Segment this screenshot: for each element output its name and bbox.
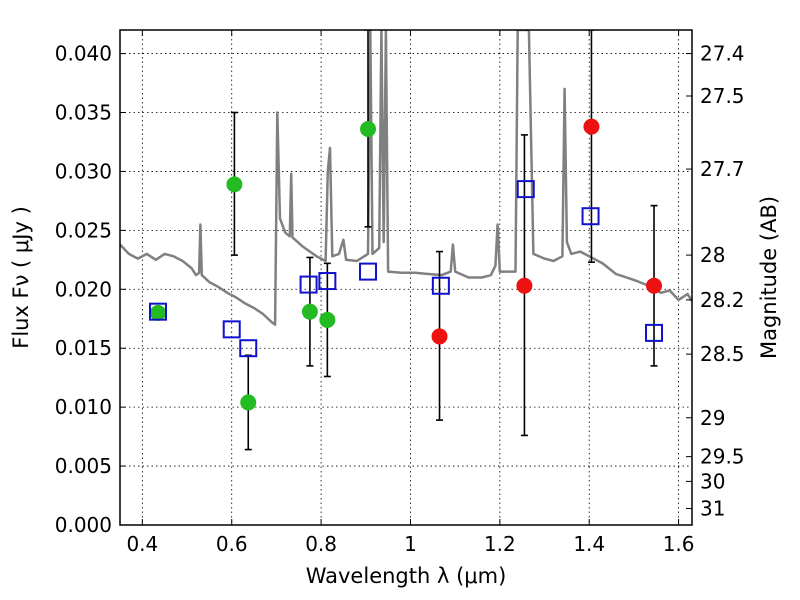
y-tick-label: 0.010: [55, 395, 112, 419]
data-markers: [148, 118, 664, 411]
spectrum-line-group: [120, 30, 692, 326]
y-tick-label: 0.035: [55, 101, 112, 125]
right-tick-label: 30: [700, 469, 725, 493]
y-tick-label: 0.030: [55, 159, 112, 183]
x-tick-label: 0.4: [126, 532, 158, 556]
x-tick-label: 1.6: [663, 532, 695, 556]
right-tick-label: 28.5: [700, 342, 745, 366]
right-axis-ticks: 27.4 27.5 27.7 28 28.2 28.5 29 29.530 31: [686, 42, 745, 521]
y-axis-title: Flux Fν ( μJy ): [9, 206, 33, 349]
model-point: [581, 207, 600, 226]
y-tick-label: 0.000: [55, 513, 112, 537]
model-point: [359, 262, 378, 281]
right-tick-label: 29: [700, 406, 725, 430]
data-point: [301, 303, 318, 320]
right-tick-label: 27.5: [700, 84, 745, 108]
model-point: [431, 276, 450, 295]
right-tick-label: 27.4: [700, 42, 745, 66]
x-tick-label: 1: [404, 532, 417, 556]
data-point: [226, 176, 243, 193]
y-tick-label: 0.005: [55, 454, 112, 478]
data-point: [240, 394, 257, 411]
y-tick-label: 0.015: [55, 336, 112, 360]
model-point: [148, 302, 167, 321]
model-point: [299, 275, 318, 294]
x-tick-label: 1.2: [484, 532, 516, 556]
model-point: [222, 320, 241, 339]
data-point: [431, 328, 448, 345]
x-axis-ticks: 0.4 0.6 0.8 1 1.2 1.4 1.6: [126, 30, 695, 556]
right-tick-label: 28.2: [700, 288, 745, 312]
right-tick-label: 29.5: [700, 445, 745, 469]
y-tick-label: 0.020: [55, 277, 112, 301]
spectrum-line: [120, 30, 692, 326]
data-point: [360, 121, 377, 137]
model-point: [645, 323, 664, 342]
right-tick-label: 28: [700, 243, 725, 267]
y-tick-label: 0.025: [55, 218, 112, 242]
model-point: [239, 339, 258, 358]
right-axis-title: Magnitude (AB): [757, 196, 781, 359]
plot-frame: [119, 29, 693, 526]
right-tick-label: 27.7: [700, 157, 745, 181]
y-tick-label: 0.040: [55, 42, 112, 66]
x-tick-label: 0.8: [305, 532, 337, 556]
right-tick-label: 31: [700, 497, 725, 521]
data-point: [149, 304, 166, 321]
data-point: [646, 277, 663, 294]
data-point: [516, 277, 533, 294]
x-axis-title: Wavelength λ (μm): [306, 564, 507, 588]
x-tick-label: 1.4: [573, 532, 605, 556]
model-point: [516, 180, 535, 199]
x-tick-label: 0.6: [216, 532, 248, 556]
model-point: [318, 272, 337, 291]
data-point: [583, 118, 600, 135]
y-axis-ticks: 0.000 0.005 0.010 0.015 0.020 0.025 0.030 0.035…: [55, 42, 126, 537]
data-point: [319, 311, 336, 328]
grid-lines: [120, 30, 692, 526]
